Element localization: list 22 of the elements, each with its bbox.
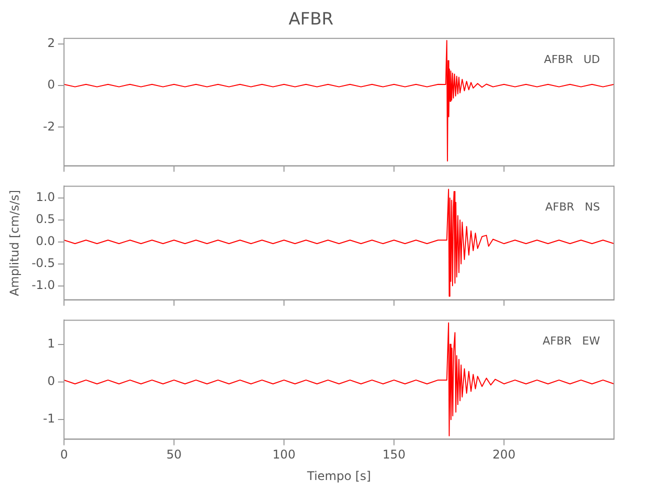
- y-tick-label: -0.5: [32, 256, 55, 270]
- y-tick-label: 1.0: [36, 190, 55, 204]
- annotation: AFBR NS: [545, 200, 600, 214]
- y-tick-label: 0.5: [36, 212, 55, 226]
- annotation: AFBR UD: [544, 52, 600, 66]
- y-tick-label: 0.0: [36, 234, 55, 248]
- chart-title: AFBR: [288, 10, 334, 30]
- y-tick-label: 0: [47, 374, 55, 388]
- y-tick-label: -1: [43, 412, 55, 426]
- y-tick-label: 0: [47, 78, 55, 92]
- y-axis-title: Amplitud [cm/s/s]: [7, 190, 22, 296]
- x-tick-label: 50: [166, 448, 182, 462]
- x-tick-label: 100: [272, 448, 296, 462]
- y-tick-label: 1: [47, 336, 55, 350]
- y-tick-label: -1.0: [32, 278, 55, 292]
- x-axis-title: Tiempo [s]: [306, 468, 371, 483]
- x-tick-label: 0: [60, 448, 68, 462]
- x-tick-label: 200: [492, 448, 516, 462]
- annotation: AFBR EW: [542, 334, 600, 348]
- x-tick-label: 150: [382, 448, 406, 462]
- y-tick-label: 2: [47, 36, 55, 50]
- y-tick-label: -2: [43, 119, 55, 134]
